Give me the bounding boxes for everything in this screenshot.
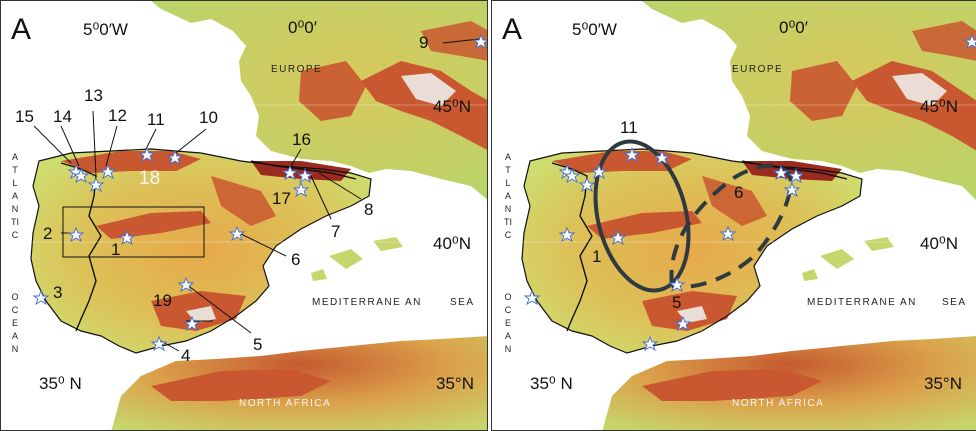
site-number: 6	[291, 250, 301, 269]
cluster-number: 1	[592, 247, 602, 266]
latitude-35n-label: 35⁰ N	[39, 374, 82, 393]
panel-letter: A	[11, 13, 32, 46]
site-number: 2	[43, 224, 53, 243]
cluster-number: 5	[672, 293, 682, 312]
region-mediterranean: MEDITERRANE AN	[312, 297, 422, 308]
sample-stars	[32, 33, 487, 352]
region-atlantic: ATLANTIC	[11, 152, 19, 240]
terrain-map	[1, 1, 487, 430]
latitude-45n-label: 45⁰N	[433, 97, 472, 116]
longitude-0-label: 0⁰0′	[288, 18, 317, 37]
site-number: 4	[181, 346, 191, 365]
site-number: 11	[147, 110, 165, 129]
longitude-5w-label: 5⁰0′W	[572, 20, 617, 39]
panel-letter: A	[502, 13, 523, 46]
region-sea: SEA	[450, 297, 475, 308]
latitude-40n-label: 40⁰N	[920, 234, 959, 253]
region-atlantic: ATLANTIC	[504, 152, 512, 240]
cluster-number: 6	[734, 183, 744, 202]
latitude-35n-label: 35⁰ N	[530, 374, 573, 393]
site-number: 12	[108, 106, 127, 125]
cluster-ellipse-dashed	[669, 163, 793, 289]
terrain-map	[492, 1, 976, 430]
site-number: 1	[111, 240, 121, 259]
region-mediterranean: MEDITERRANE AN	[807, 297, 917, 308]
site-number: 8	[364, 200, 374, 219]
cluster-ellipse-solid	[593, 139, 691, 293]
region-europe: EUROPE	[732, 64, 784, 75]
site-number: 10	[199, 108, 218, 127]
site-number: 19	[153, 291, 172, 310]
longitude-5w-label: 5⁰0′W	[83, 20, 128, 39]
site-number: 18	[139, 168, 161, 189]
latitude-40n-label: 40⁰N	[433, 234, 472, 253]
site-number: 5	[253, 335, 263, 354]
cluster-number: 11	[620, 118, 638, 137]
region-sea: SEA	[942, 297, 967, 308]
map-panel-right: A 5⁰0′W 0⁰0′ 45⁰N 40⁰N 35⁰ N 35°N EUROPE…	[491, 0, 976, 431]
site-number: 9	[419, 33, 429, 52]
latitude-35n-right-label: 35°N	[924, 374, 962, 393]
sample-stars	[523, 33, 976, 352]
site-number: 3	[53, 283, 63, 302]
site-number: 16	[292, 130, 311, 149]
site-number: 17	[272, 189, 291, 208]
latitude-35n-right-label: 35°N	[436, 374, 474, 393]
site-number: 15	[15, 107, 34, 126]
region-ocean: OCEAN	[504, 292, 512, 354]
region-ocean: OCEAN	[11, 292, 19, 354]
region-north-africa: NORTH AFRICA	[732, 398, 825, 409]
map-panel-left: A 5⁰0′W 0⁰0′ 45⁰N 40⁰N 35⁰ N 35°N EUROPE…	[0, 0, 488, 431]
site-number: 7	[331, 222, 341, 241]
region-europe: EUROPE	[271, 64, 323, 75]
site-number: 14	[53, 107, 72, 126]
site-number: 13	[84, 86, 103, 105]
region-north-africa: NORTH AFRICA	[239, 398, 332, 409]
longitude-0-label: 0⁰0′	[779, 18, 808, 37]
latitude-45n-label: 45⁰N	[920, 97, 959, 116]
